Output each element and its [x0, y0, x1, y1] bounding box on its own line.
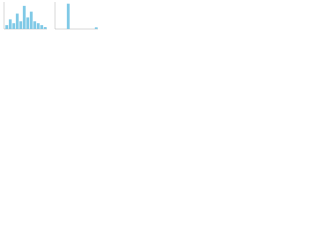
bar — [15, 13, 19, 29]
chart — [3, 2, 98, 30]
bar — [94, 27, 98, 29]
bar — [29, 11, 33, 30]
bar — [66, 3, 70, 29]
bar — [8, 19, 12, 29]
bar — [5, 25, 9, 29]
bar — [43, 27, 47, 29]
bar — [36, 23, 40, 29]
bar — [33, 21, 37, 29]
bar — [40, 25, 44, 29]
page: {"chart_data": [ {"type": "bar", "color"… — [0, 0, 100, 33]
bar — [19, 21, 23, 29]
bar — [26, 17, 30, 29]
bar — [22, 5, 26, 29]
bar — [12, 23, 16, 29]
